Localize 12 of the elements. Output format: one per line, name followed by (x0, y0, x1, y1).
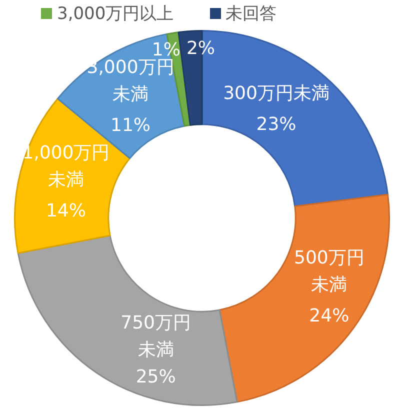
data-label: 11% (110, 114, 151, 136)
data-label: 25% (136, 366, 176, 388)
data-label: 24% (309, 306, 350, 327)
slice-label: 300万円未満 (223, 83, 330, 104)
data-label: 2% (186, 38, 216, 59)
data-label: 14% (46, 200, 86, 222)
slice-label: 750万円未満 (120, 312, 191, 360)
data-label: 23% (256, 114, 296, 136)
slice-label: 1,000万円未満 (22, 142, 110, 191)
slice-label: 500万円未満 (294, 248, 364, 296)
legend-label: 3,000万円以上 (57, 3, 174, 25)
legend-label: 未回答 (226, 3, 277, 25)
